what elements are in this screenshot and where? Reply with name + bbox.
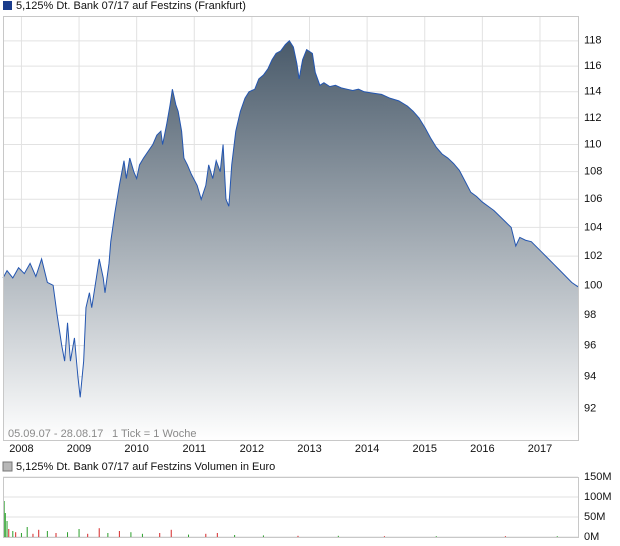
bar [20,533,22,537]
bar [337,535,339,537]
legend-label: 5,125% Dt. Bank 07/17 auf Festzins Volum… [16,461,275,473]
y-tick-label: 100 [584,279,602,291]
bar [98,528,100,537]
y-tick-label: 118 [584,35,602,47]
bar [4,513,6,537]
bar [170,529,172,537]
x-tick-label: 2008 [9,443,33,455]
x-tick-label: 2016 [470,443,494,455]
plot-layer [3,476,578,538]
bar [205,533,207,537]
x-tick-label: 2013 [297,443,321,455]
plot-layer [2,16,579,441]
bar [118,531,120,537]
legend-label: 5,125% Dt. Bank 07/17 auf Festzins (Fran… [16,0,246,12]
x-tick-label: 2017 [528,443,552,455]
bar [15,532,17,537]
x-tick-label: 2014 [355,443,379,455]
y-tick-label: 0M [584,531,599,543]
x-tick-label: 2015 [413,443,437,455]
bar [55,533,57,537]
y-tick-label: 150M [584,471,612,483]
y-tick-label: 108 [584,166,602,178]
plot-frame [3,16,579,441]
x-tick-label: 2009 [67,443,91,455]
bar [504,536,506,537]
bar [3,501,5,537]
x-tick-label: 2011 [182,443,206,455]
y-tick-label: 94 [584,371,596,383]
bar [297,535,299,537]
bar [556,536,558,537]
bar [216,533,218,537]
annotation: 1 Tick = 1 Woche [112,428,196,440]
legend-swatch [3,1,12,10]
bar [435,536,437,537]
bar [383,536,385,537]
y-tick-label: 96 [584,340,596,352]
annotation: 05.09.07 - 28.08.17 [8,428,103,440]
bar [141,533,143,537]
bar [78,529,80,537]
bar [188,534,190,537]
y-tick-label: 50M [584,511,605,523]
y-tick-label: 116 [584,60,602,72]
line [2,40,579,398]
bar [234,535,236,537]
y-tick-label: 112 [584,112,602,124]
y-tick-label: 102 [584,250,602,262]
x-tick-label: 2012 [240,443,264,455]
bar [6,521,8,537]
y-tick-label: 98 [584,309,596,321]
bar [32,533,34,537]
bar [159,533,161,537]
y-tick-label: 100M [584,491,612,503]
bar [8,529,10,537]
bar [130,532,132,537]
area [3,40,578,441]
y-tick-label: 106 [584,193,602,205]
y-tick-label: 92 [584,402,596,414]
bar [38,529,40,537]
bar [67,532,69,537]
y-tick-label: 110 [584,138,602,150]
bar [107,533,109,537]
bar [12,531,14,537]
y-tick-label: 104 [584,221,602,233]
plot-frame [3,477,579,538]
legend-swatch [2,461,13,472]
x-tick-label: 2010 [124,443,148,455]
bar [46,531,48,537]
bar [87,533,89,537]
bar [262,535,264,537]
bar [26,527,28,537]
y-tick-label: 114 [584,86,602,98]
